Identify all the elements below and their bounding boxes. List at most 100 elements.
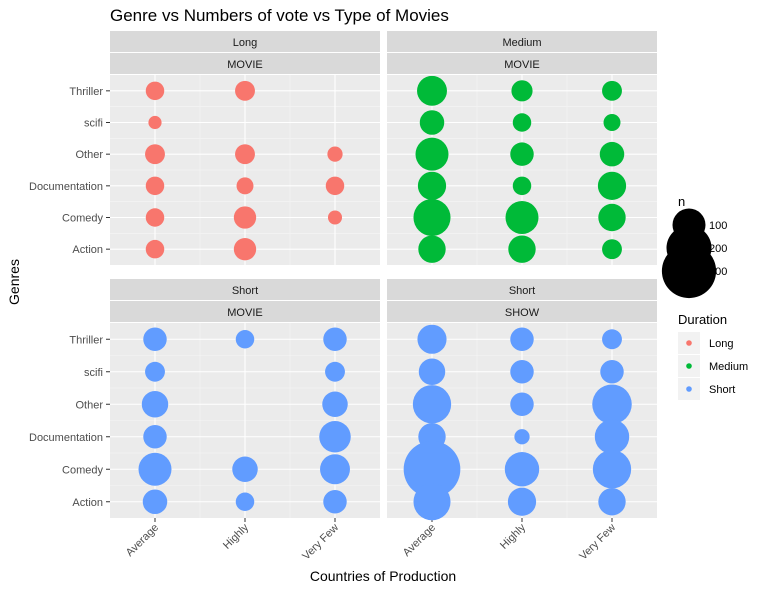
data-point-other-very-few [592,384,632,425]
color-legend-key-short [686,386,692,392]
data-point-thriller-highly [235,80,255,101]
data-point-comedy-average [403,440,461,498]
data-point-comedy-highly [233,206,257,229]
strip-type-background [387,53,657,74]
data-point-thriller-very-few [602,80,622,101]
data-point-documentation-highly [512,176,532,196]
data-point-scifi-very-few [603,114,621,131]
y-tick-label: scifi [84,367,103,379]
y-tick-label: Thriller [69,86,103,98]
size-legend-title: n [678,194,685,209]
data-point-scifi-highly [512,113,532,132]
data-point-documentation-very-few [325,176,345,196]
data-point-action-highly [508,235,536,263]
data-point-action-very-few [602,239,622,260]
color-legend-key-medium [686,363,692,369]
data-point-action-very-few [598,488,626,516]
data-point-other-average [141,391,169,418]
strip-duration-label: Long [233,37,257,49]
y-axis-title: Genres [6,259,22,305]
y-tick-label: Documentation [29,181,103,193]
data-point-scifi-average [419,110,445,135]
data-point-action-average [413,483,451,521]
data-point-documentation-very-few [319,420,351,453]
data-point-other-highly [510,392,534,416]
strip-type-label: MOVIE [227,307,262,319]
y-tick-label: Comedy [62,213,103,225]
data-point-documentation-average [417,171,447,200]
data-point-documentation-average [145,176,165,196]
data-point-thriller-average [417,75,447,106]
strip-duration-label: Short [232,285,258,297]
y-tick-label: Action [72,497,103,509]
strip-duration-label: Medium [502,37,541,49]
strip-duration-background [387,31,657,52]
data-point-action-highly [233,237,257,261]
data-point-comedy-very-few [320,454,350,485]
data-point-other-average [145,144,165,165]
data-point-documentation-very-few [594,419,630,454]
y-tick-label: Action [72,244,103,256]
y-tick-label: Comedy [62,464,103,476]
y-tick-label: Thriller [69,334,103,346]
legend: n 100 200 300 Duration Long Medium Short [661,194,748,400]
data-point-scifi-average [418,358,446,385]
data-point-other-highly [510,142,534,166]
y-tick-label: Other [75,149,103,161]
data-point-scifi-average [145,361,165,382]
data-point-scifi-very-few [325,361,345,382]
data-point-action-average [418,235,446,263]
data-point-action-average [145,239,165,259]
strip-duration-background [387,279,657,300]
data-point-thriller-highly [511,80,533,102]
data-point-documentation-highly [236,177,254,195]
data-point-scifi-highly [510,360,534,384]
color-legend-key-long [686,340,692,346]
data-point-other-very-few [599,141,625,167]
data-point-other-very-few [322,391,348,417]
chart-title: Genre vs Numbers of vote vs Type of Movi… [110,6,449,25]
data-point-scifi-average [148,115,162,130]
strip-duration-label: Short [509,285,535,297]
size-legend-key-300 [661,243,717,299]
strip-type-background [110,53,380,74]
x-axis-title: Countries of Production [310,568,456,584]
y-tick-label: Other [75,399,103,411]
data-point-comedy-very-few [598,203,626,232]
panels: Long MOVIE Action Comedy Documentation Other s… [29,31,657,563]
data-point-thriller-very-few [602,329,622,350]
color-legend-title: Duration [678,312,727,327]
data-point-action-very-few [323,490,347,514]
strip-duration-background [110,31,380,52]
color-legend-label: Long [709,338,733,350]
data-point-comedy-very-few [327,210,343,225]
data-point-documentation-highly [514,429,530,445]
data-point-comedy-average [138,452,172,486]
color-legend-label: Short [709,384,735,396]
data-point-scifi-very-few [600,360,624,384]
data-point-comedy-highly [232,456,258,482]
data-point-comedy-average [413,198,451,237]
data-point-action-average [142,489,168,514]
panel-long-movie: Long MOVIE Action Comedy Documentation Other s… [29,31,380,265]
data-point-thriller-highly [510,327,534,351]
y-tick-label: scifi [84,118,103,130]
strip-duration-background [110,279,380,300]
strip-type-background [387,301,657,322]
data-point-comedy-highly [504,452,540,487]
strip-type-label: MOVIE [504,59,539,71]
data-point-other-average [415,137,449,171]
data-point-thriller-highly [235,330,255,349]
data-point-other-very-few [327,146,343,162]
panel-medium-movie: Medium MOVIE [387,31,657,265]
data-point-other-highly [235,144,255,165]
strip-type-label: SHOW [505,307,540,319]
data-point-comedy-highly [505,201,539,234]
data-point-action-highly [235,492,255,511]
data-point-action-highly [507,487,537,516]
strip-type-background [110,301,380,322]
data-point-thriller-very-few [323,327,347,351]
size-legend-label: 200 [709,243,727,255]
data-point-comedy-average [145,208,165,227]
data-point-documentation-very-few [597,171,627,200]
